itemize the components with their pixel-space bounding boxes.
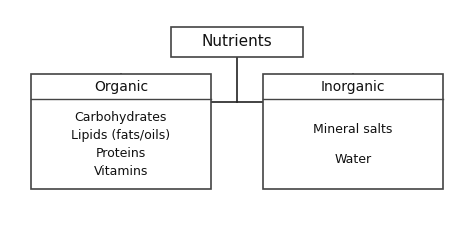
Text: Carbohydrates: Carbohydrates <box>75 111 167 124</box>
Text: Lipids (fats/oils): Lipids (fats/oils) <box>71 129 171 142</box>
FancyBboxPatch shape <box>171 27 303 57</box>
Text: Mineral salts: Mineral salts <box>313 123 393 136</box>
Text: Water: Water <box>335 153 372 166</box>
FancyBboxPatch shape <box>263 74 443 189</box>
FancyBboxPatch shape <box>31 74 211 189</box>
Text: Nutrients: Nutrients <box>201 34 273 49</box>
Text: Inorganic: Inorganic <box>321 80 385 94</box>
Text: Vitamins: Vitamins <box>94 165 148 178</box>
Text: Proteins: Proteins <box>96 147 146 160</box>
Text: Organic: Organic <box>94 80 148 94</box>
